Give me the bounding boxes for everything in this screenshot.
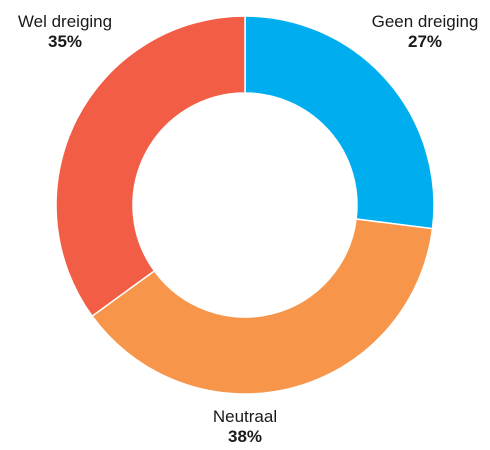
slice-label-neutraal: Neutraal 38% [180,407,310,448]
donut-slice-neutraal [91,218,434,395]
donut-slices [55,15,435,395]
donut-slice-wel-dreiging [55,15,246,318]
slice-value-label: 35% [47,32,83,52]
slice-label-geen-dreiging: Geen dreiging 27% [360,12,490,53]
slice-value-label: 38% [227,427,263,447]
slice-category-label: Geen dreiging [371,12,479,31]
slice-label-wel-dreiging: Wel dreiging 35% [0,12,130,53]
slice-category-label: Wel dreiging [17,12,113,31]
donut-slice-geen-dreiging [244,15,435,230]
slice-value-label: 27% [407,32,443,52]
slice-category-label: Neutraal [212,407,278,426]
